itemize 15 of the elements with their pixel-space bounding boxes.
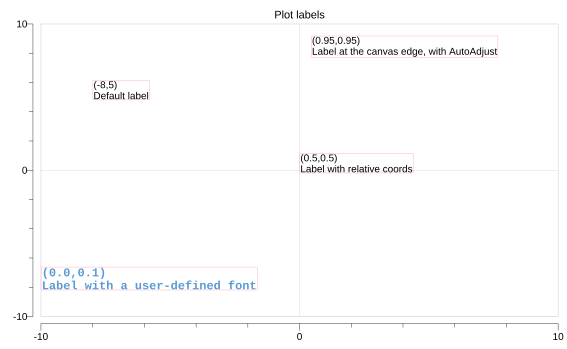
annotation: (0.95,0.95) xyxy=(312,36,360,46)
annotation: (0.5,0.5) xyxy=(300,154,337,164)
annotation: Label with relative coords xyxy=(301,164,412,172)
annotation: Label with a user-defined font xyxy=(42,280,256,290)
annotation: Default label xyxy=(94,92,148,99)
annotation: Label at the canvas edge, with AutoAdjust xyxy=(312,47,498,57)
x-tick-label: 10 xyxy=(553,332,564,340)
chart-title: Plot labels xyxy=(275,10,324,18)
x-tick-label: -10 xyxy=(34,332,48,340)
x-tick-label: 0 xyxy=(297,332,302,340)
annotation: (-8,5) xyxy=(94,80,117,90)
y-tick-label: 0 xyxy=(22,166,28,174)
y-tick-label: 10 xyxy=(17,20,28,28)
annotation: (0.0,0.1) xyxy=(44,267,104,279)
y-tick-label: -10 xyxy=(14,312,28,320)
